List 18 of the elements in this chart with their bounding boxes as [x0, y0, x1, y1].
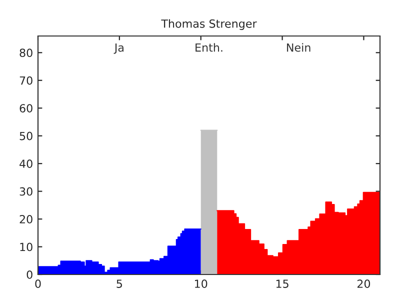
x-tick-label: 0	[35, 280, 41, 288]
y-tick-label: 50	[20, 132, 32, 140]
y-tick-label: 0	[26, 270, 32, 279]
y-tick-label: 60	[20, 104, 32, 112]
y-tick-label: 80	[20, 48, 32, 58]
y-tick-label: 40	[20, 160, 32, 168]
x-tick-label: 15	[276, 280, 288, 288]
y-tick-label: 20	[20, 215, 32, 224]
y-tick-label: 70	[20, 76, 32, 85]
annotation: Nein	[287, 43, 310, 52]
x-tick-label: 5	[116, 280, 122, 288]
annotation: Ja	[114, 43, 124, 54]
y-tick-label: 30	[20, 187, 32, 196]
y-tick-label: 10	[20, 242, 32, 252]
x-tick-label: 10	[195, 280, 208, 288]
chart-title: Thomas Strenger	[161, 19, 257, 30]
annotation: Enth.	[196, 43, 222, 52]
x-tick-label: 20	[357, 280, 370, 288]
